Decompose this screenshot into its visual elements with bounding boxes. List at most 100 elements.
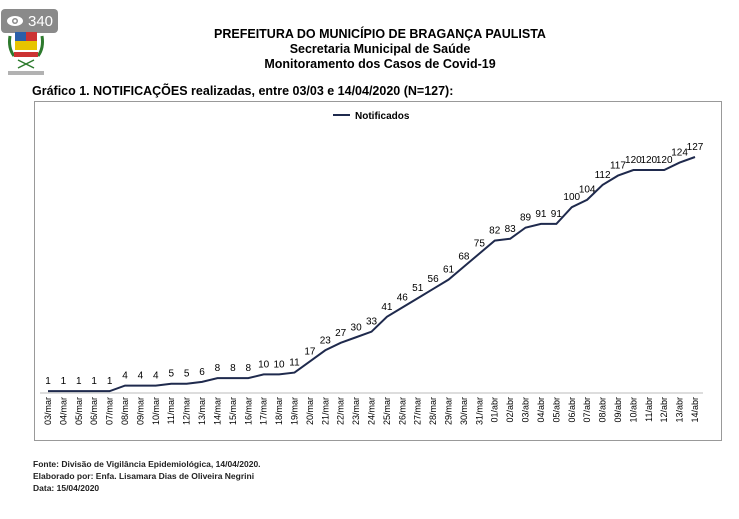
- data-label: 91: [535, 209, 547, 220]
- data-label: 89: [520, 213, 532, 224]
- data-label: 117: [610, 161, 626, 172]
- x-tick-label: 26/mar: [397, 397, 407, 425]
- data-label: 5: [184, 369, 190, 380]
- x-tick-label: 14/mar: [212, 397, 222, 425]
- data-label: 23: [320, 335, 332, 346]
- data-label: 82: [489, 226, 501, 237]
- data-label: 104: [579, 185, 596, 196]
- data-label: 4: [122, 371, 128, 382]
- data-label: 17: [304, 346, 316, 357]
- x-tick-label: 13/abr: [675, 397, 685, 423]
- x-tick-label: 04/mar: [58, 397, 68, 425]
- view-count: 340: [28, 12, 54, 30]
- data-label: 83: [505, 224, 517, 235]
- data-label: 1: [61, 376, 67, 387]
- x-tick-label: 04/abr: [536, 397, 546, 423]
- x-tick-label: 05/abr: [551, 397, 561, 423]
- x-tick-label: 24/mar: [367, 397, 377, 425]
- x-tick-label: 11/abr: [644, 397, 654, 422]
- footer-date: Data: 15/04/2020: [33, 483, 100, 493]
- x-tick-label: 09/abr: [613, 397, 623, 423]
- data-label: 120: [625, 155, 642, 166]
- x-tick-label: 07/abr: [582, 397, 592, 423]
- series-line-notificados: [48, 156, 696, 393]
- data-label: 8: [230, 363, 236, 374]
- data-label: 10: [274, 359, 286, 370]
- data-label: 30: [351, 322, 363, 333]
- chart-title: Gráfico 1. NOTIFICAÇÕES realizadas, entr…: [32, 84, 454, 98]
- x-tick-label: 22/mar: [336, 397, 346, 425]
- data-label: 51: [412, 283, 424, 294]
- eye-icon: [7, 16, 23, 26]
- data-label: 8: [245, 363, 251, 374]
- header-line-2: Secretaria Municipal de Saúde: [289, 42, 471, 56]
- data-label: 5: [168, 369, 174, 380]
- x-tick-label: 31/mar: [474, 397, 484, 425]
- data-label: 124: [671, 148, 688, 159]
- x-tick-label: 07/mar: [105, 397, 115, 425]
- data-label: 4: [138, 371, 144, 382]
- x-tick-label: 21/mar: [320, 397, 330, 425]
- x-tick-label: 13/mar: [197, 397, 207, 425]
- x-tick-label: 16/mar: [243, 397, 253, 425]
- data-label: 6: [199, 367, 205, 378]
- x-tick-label: 03/abr: [521, 397, 531, 423]
- x-tick-label: 09/mar: [135, 397, 145, 425]
- data-label: 10: [258, 359, 270, 370]
- x-tick-label: 15/mar: [228, 397, 238, 425]
- x-tick-label: 12/abr: [659, 397, 669, 423]
- data-label: 8: [215, 363, 221, 374]
- x-tick-label: 19/mar: [289, 397, 299, 425]
- x-tick-label: 05/mar: [74, 397, 84, 425]
- data-label: 75: [474, 239, 486, 250]
- x-tick-label: 10/abr: [628, 397, 638, 423]
- x-tick-label: 11/mar: [166, 397, 176, 424]
- data-label: 46: [397, 293, 409, 304]
- x-tick-label: 01/abr: [490, 397, 500, 423]
- data-label: 68: [458, 252, 470, 263]
- x-tick-label: 30/mar: [459, 397, 469, 425]
- x-tick-label: 08/abr: [598, 397, 608, 423]
- data-label: 120: [656, 155, 673, 166]
- data-label: 1: [45, 376, 51, 387]
- x-tick-label: 12/mar: [182, 397, 192, 425]
- data-label: 56: [428, 274, 440, 285]
- x-tick-label: 03/mar: [43, 397, 53, 425]
- data-label: 1: [76, 376, 82, 387]
- data-label: 127: [687, 142, 704, 153]
- x-tick-label: 27/mar: [413, 397, 423, 425]
- data-label: 33: [366, 317, 378, 328]
- x-tick-label: 02/abr: [505, 397, 515, 423]
- x-tick-label: 17/mar: [259, 397, 269, 425]
- municipal-coat-of-arms-logo: [8, 32, 44, 75]
- data-label: 27: [335, 328, 347, 339]
- data-label: 112: [595, 170, 611, 181]
- data-label: 1: [91, 376, 97, 387]
- x-tick-label: 08/mar: [120, 397, 130, 425]
- data-label: 1: [107, 376, 113, 387]
- header-line-3: Monitoramento dos Casos de Covid-19: [264, 57, 496, 71]
- data-label: 41: [381, 302, 393, 313]
- data-label: 4: [153, 371, 159, 382]
- header-line-1: PREFEITURA DO MUNICÍPIO DE BRAGANÇA PAUL…: [214, 27, 546, 41]
- x-tick-label: 14/abr: [690, 397, 700, 423]
- view-count-badge: 340: [1, 9, 58, 33]
- x-tick-label: 25/mar: [382, 397, 392, 425]
- x-tick-label: 28/mar: [428, 397, 438, 425]
- data-label: 91: [551, 209, 563, 220]
- x-tick-label: 20/mar: [305, 397, 315, 425]
- data-label: 100: [563, 192, 580, 203]
- legend-label: Notificados: [355, 111, 410, 122]
- x-tick-label: 29/mar: [444, 397, 454, 425]
- x-tick-label: 06/abr: [567, 397, 577, 423]
- x-tick-label: 18/mar: [274, 397, 284, 425]
- data-label: 11: [289, 358, 300, 369]
- x-tick-label: 06/mar: [89, 397, 99, 425]
- x-tick-label: 23/mar: [351, 397, 361, 425]
- footer-source: Fonte: Divisão de Vigilância Epidemiológ…: [33, 459, 261, 469]
- chart-frame: [34, 101, 722, 441]
- footer-author: Elaborado por: Enfa. Lisamara Dias de Ol…: [33, 471, 255, 481]
- data-label: 120: [640, 155, 657, 166]
- data-label: 61: [443, 265, 455, 276]
